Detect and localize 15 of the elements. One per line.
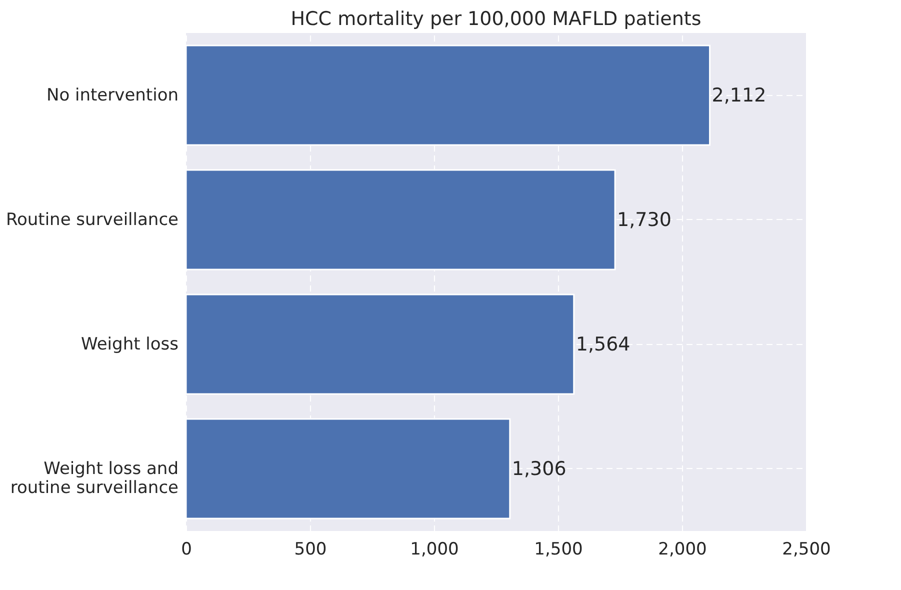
y-tick-label: Weight loss <box>81 334 179 354</box>
x-tick-label: 2,000 <box>658 540 707 560</box>
x-tick-label: 2,500 <box>782 540 831 560</box>
data-label: 1,564 <box>576 333 630 356</box>
x-tick-label: 1,000 <box>410 540 459 560</box>
data-label: 1,306 <box>512 458 566 480</box>
data-label: 1,730 <box>617 208 672 231</box>
y-tick-label: No intervention <box>46 85 178 106</box>
data-label: 2,112 <box>712 84 766 106</box>
y-tick-label: Weight loss and routine surveillance <box>10 458 178 498</box>
x-tick-label: 1,500 <box>534 540 583 560</box>
chart-title: HCC mortality per 100,000 MAFLD patients <box>290 8 702 30</box>
x-tick-label: 0 <box>181 540 192 560</box>
x-tick-label: 500 <box>294 540 327 560</box>
y-tick-label: Routine surveillance <box>6 210 178 230</box>
